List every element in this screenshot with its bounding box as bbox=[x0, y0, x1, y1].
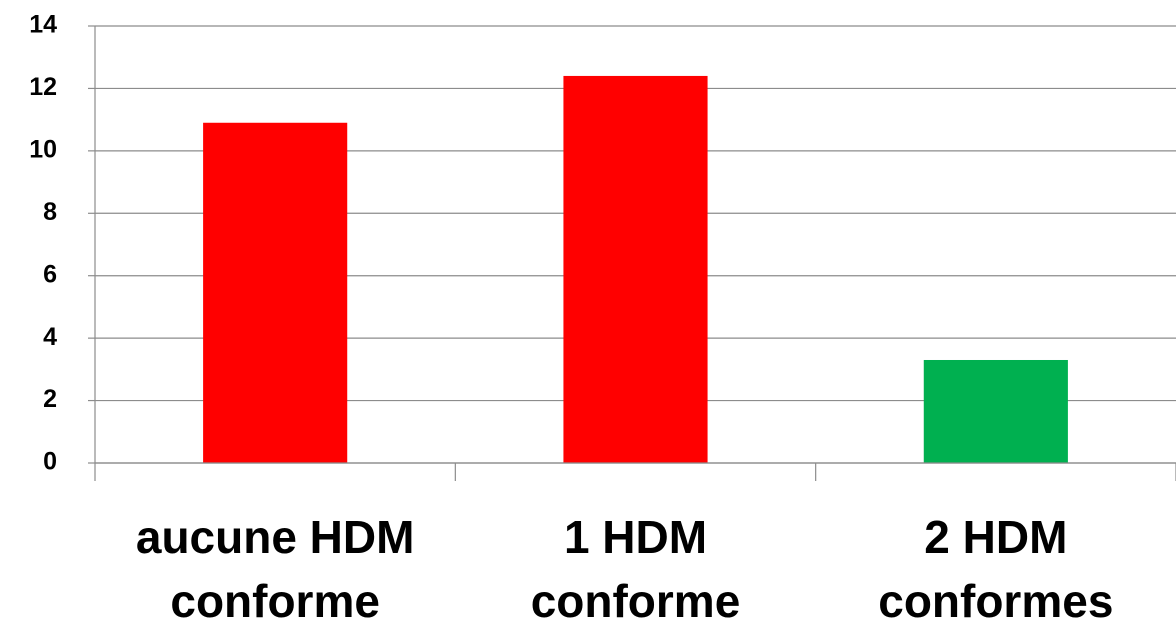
x-tick-label: aucune HDM conforme bbox=[135, 511, 415, 625]
y-tick-label: 4 bbox=[43, 323, 57, 351]
bar bbox=[203, 122, 348, 463]
y-tick-label: 8 bbox=[43, 198, 57, 226]
y-tick-label: 2 bbox=[43, 385, 57, 413]
y-tick-label: 12 bbox=[29, 73, 57, 101]
y-tick-label: 14 bbox=[29, 11, 57, 39]
y-tick-label: 6 bbox=[43, 260, 57, 288]
bar bbox=[923, 359, 1068, 463]
x-tick-label: 2 HDM conformes bbox=[878, 511, 1114, 625]
bar bbox=[563, 75, 708, 463]
y-tick-label: 10 bbox=[29, 135, 57, 163]
y-tick-label: 0 bbox=[43, 448, 57, 476]
x-tick-label: 1 HDM conforme bbox=[530, 511, 741, 625]
